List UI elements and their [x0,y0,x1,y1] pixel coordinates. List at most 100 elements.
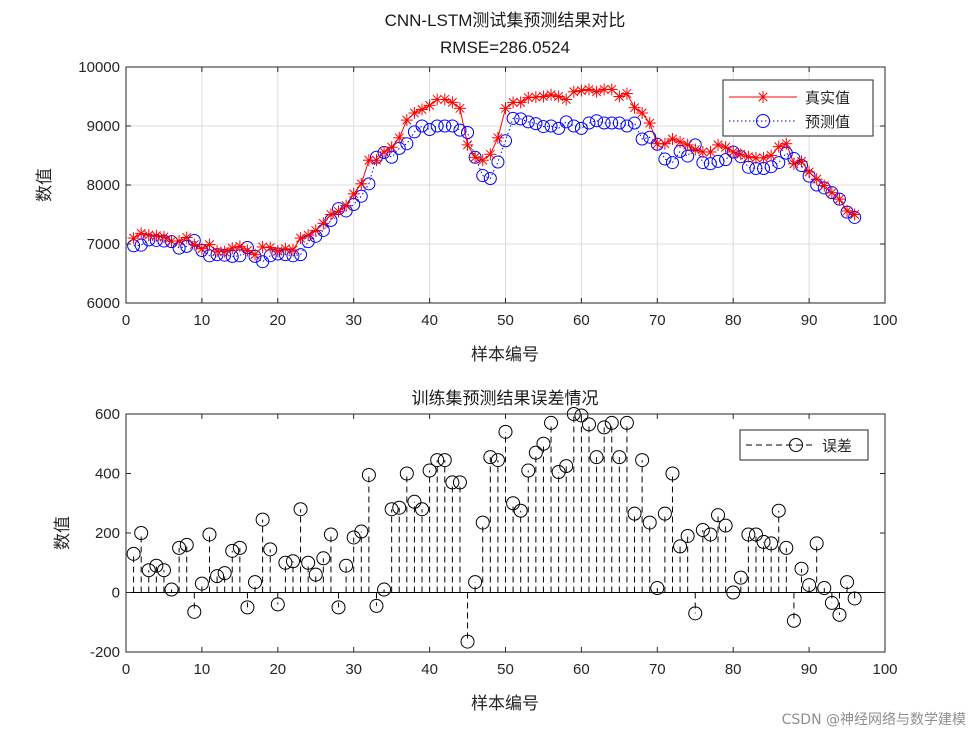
error-point [589,450,604,465]
predicted-point [559,115,573,129]
error-point [635,453,650,468]
predicted-point [483,172,497,186]
actual-point [423,99,436,112]
error-point [468,575,483,590]
error-point [718,518,733,533]
actual-point [567,85,580,98]
bottom-xtick-label: 50 [497,661,514,678]
error-point [794,561,809,576]
top-xtick-label: 70 [649,312,666,329]
legend-label-predicted: 预测值 [805,113,850,131]
top-xtick-label: 30 [345,312,362,329]
actual-point [787,157,800,170]
error-point [559,459,574,474]
predicted-point [552,121,566,135]
legend-marker-actual [757,91,769,103]
error-point [437,453,452,468]
error-point [270,597,285,612]
error-stem-plot: 训练集预测结果误差情况 0 10 20 30 40 50 60 70 80 90 100-20002… [53,389,898,714]
top-xtick-label: 10 [194,312,211,329]
actual-point [340,199,353,212]
actual-point [780,137,793,150]
error-point [331,600,346,615]
actual-point [704,145,717,158]
actual-point [309,224,322,237]
error-point [225,543,240,558]
legend-asterisk [757,91,769,103]
actual-point [765,149,778,162]
error-point [513,503,528,518]
error-point [460,634,475,649]
error-point [445,475,460,490]
top-legend-box [722,79,874,137]
error-point [255,512,270,527]
error-point [399,466,414,481]
bottom-xtick-label: 80 [725,661,742,678]
predicted-point [430,119,444,133]
error-point [733,570,748,585]
actual-point [347,187,360,200]
actual-point [757,151,770,164]
actual-point [772,140,785,153]
actual-point [279,242,292,255]
actual-point [742,150,755,163]
actual-point [211,245,224,258]
error-point [756,534,771,549]
actual-point [218,245,231,258]
actual-point [712,138,725,151]
error-point [149,558,164,573]
predicted-point [628,116,642,130]
error-point [384,502,399,517]
error-point [764,536,779,551]
predicted-point [506,111,520,125]
legend-label-actual: 真实值 [805,89,850,107]
top-ticks: 0 10 20 30 40 50 60 70 80 90 100 6000 7000 8000 9000 10… [78,59,897,329]
predicted-point [514,112,528,126]
error-point [194,576,209,591]
error-point [809,536,824,551]
top-xtick-label: 80 [725,312,742,329]
error-point [369,598,384,613]
actual-point [271,245,284,258]
actual-point [286,243,299,256]
top-xtick-label: 20 [269,312,286,329]
top-legend: 真实值 预测值 [722,79,874,137]
error-point [301,555,316,570]
actual-point [499,102,512,115]
top-ytick-label: 8000 [87,177,120,194]
predicted-point [658,152,672,166]
bottom-xtick-label: 60 [573,661,590,678]
bottom-title: 训练集预测结果误差情况 [412,389,599,409]
top-ytick-label: 6000 [87,295,120,312]
error-point [847,591,862,606]
error-point [612,450,627,465]
predicted-point [536,120,550,134]
actual-point [355,177,368,190]
actual-point [378,145,391,158]
error-point [475,515,490,530]
error-point [779,540,794,555]
top-xtick-label: 100 [872,312,897,329]
error-point [673,539,688,554]
actual-point [522,91,535,104]
predicted-point [453,123,467,137]
error-point [430,453,445,468]
error-point [771,503,786,518]
error-point [217,566,232,581]
error-point [490,453,505,468]
actual-point [545,88,558,101]
bottom-xtick-label: 20 [269,661,286,678]
error-point [316,551,331,566]
error-point [657,506,672,521]
actual-point [529,91,542,104]
error-point [156,563,171,578]
actual-point [385,141,398,154]
predicted-point [612,116,626,130]
error-point [210,569,225,584]
predicted-point [294,248,308,262]
error-point [339,558,354,573]
actual-point [431,93,444,106]
predicted-point [529,117,543,131]
actual-point [825,186,838,199]
